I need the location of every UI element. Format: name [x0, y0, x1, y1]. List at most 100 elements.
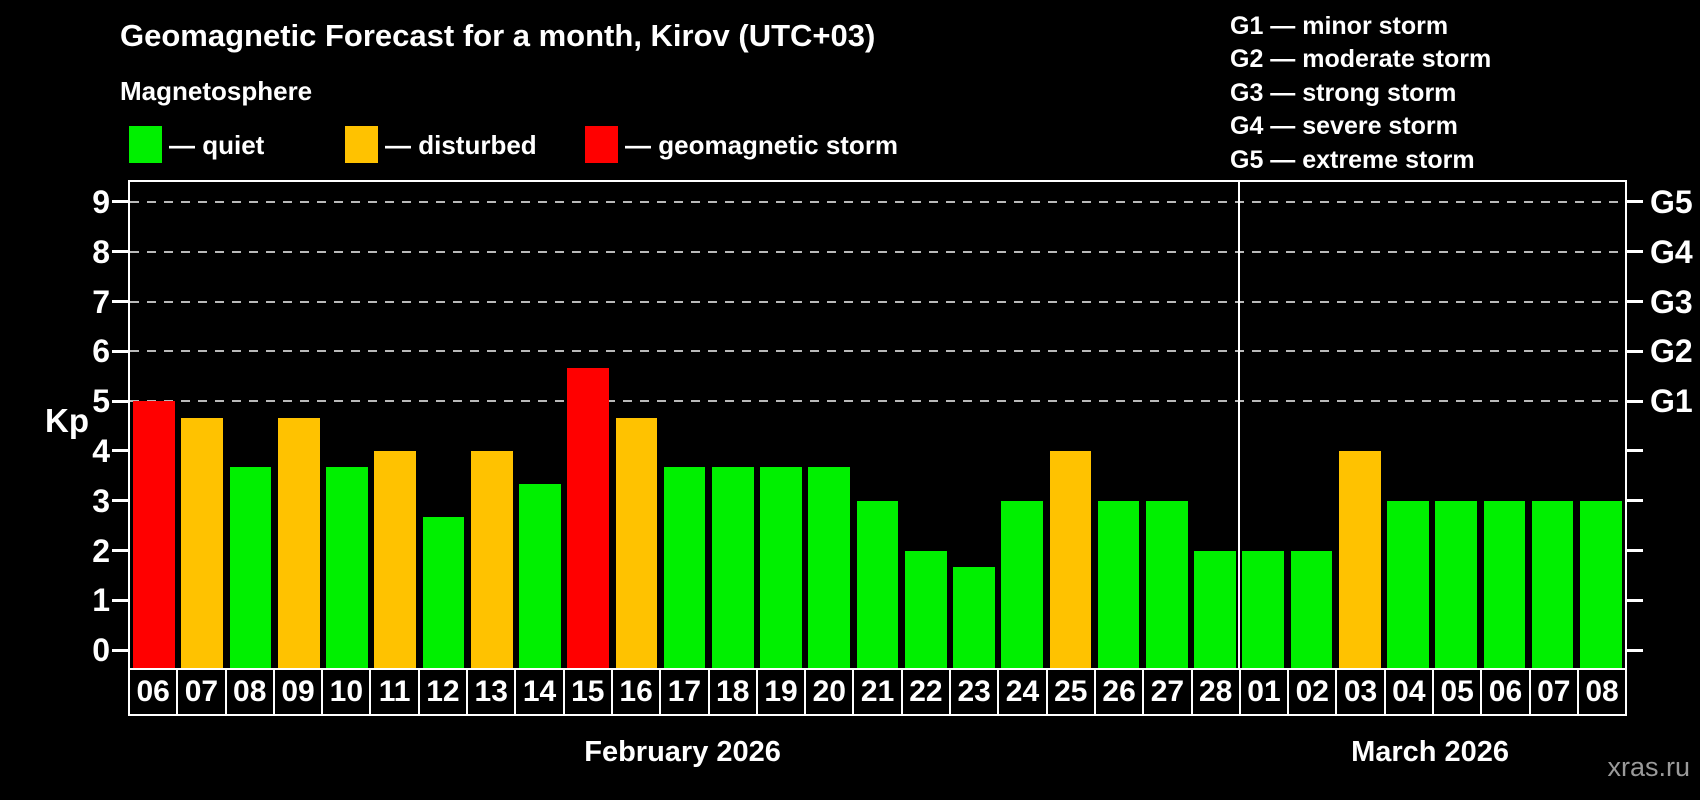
kp-gridline — [130, 400, 1625, 403]
day-label: 23 — [949, 668, 1000, 716]
y-tick-label: 8 — [92, 233, 110, 270]
day-label: 12 — [417, 668, 469, 716]
kp-bar — [1580, 500, 1622, 668]
g-scale-tick-label: G2 — [1650, 333, 1693, 370]
kp-bar — [422, 517, 465, 668]
g2-legend-line: G2 — moderate storm — [1230, 45, 1492, 74]
kp-bar — [760, 467, 802, 668]
day-label: 06 — [128, 668, 179, 716]
kp-bar — [1097, 500, 1140, 668]
day-label: 25 — [1045, 668, 1096, 716]
y-tick-label: 0 — [92, 632, 110, 669]
kp-bar — [1435, 500, 1478, 668]
y-tick-right — [1627, 648, 1643, 652]
kp-bar — [1145, 500, 1188, 668]
y-tick-label: 4 — [92, 432, 110, 469]
kp-bar — [229, 467, 272, 668]
storm-swatch — [585, 126, 618, 163]
y-tick-right — [1627, 250, 1643, 254]
y-tick-left — [112, 349, 128, 353]
kp-bar — [904, 550, 947, 668]
storm-label: — geomagnetic storm — [625, 130, 899, 160]
day-label: 13 — [466, 668, 517, 716]
y-tick-right — [1627, 449, 1643, 453]
day-label: 15 — [562, 668, 613, 716]
kp-bar — [1338, 450, 1381, 668]
day-label: 22 — [900, 668, 952, 716]
y-tick-left — [112, 399, 128, 403]
day-label: 27 — [1142, 668, 1193, 716]
day-axis: 06 07 08 09 10 11 12 13 14 15 16 17 18 19 20 21 22 23 24 25… — [128, 668, 1628, 716]
day-label: 14 — [514, 668, 565, 716]
g-scale-tick-label: G1 — [1650, 383, 1693, 420]
day-label: 20 — [804, 668, 855, 716]
day-label: 08 — [224, 668, 275, 716]
y-tick-left — [112, 598, 128, 602]
kp-bar — [1531, 500, 1574, 668]
y-tick-left — [112, 648, 128, 652]
kp-bar — [1001, 500, 1044, 668]
chart-subtitle: Magnetosphere — [120, 76, 313, 106]
y-axis-label: Kp — [45, 402, 89, 439]
kp-bar — [1387, 500, 1429, 668]
kp-bar — [953, 566, 995, 668]
kp-bar — [374, 450, 417, 668]
y-tick-left — [112, 300, 128, 303]
y-tick-right — [1627, 200, 1643, 204]
kp-bar — [1290, 550, 1333, 668]
y-tick-left — [112, 549, 128, 552]
y-tick-left — [112, 200, 128, 204]
kp-gridline — [130, 200, 1625, 203]
kp-bar — [567, 367, 609, 668]
day-label: 21 — [852, 668, 903, 716]
day-label: 05 — [1432, 668, 1483, 716]
g1-legend-line: G1 — minor storm — [1230, 12, 1449, 40]
y-tick-right — [1627, 598, 1643, 602]
y-tick-right — [1627, 549, 1643, 552]
y-tick-label: 5 — [92, 383, 110, 420]
y-tick-left — [112, 250, 128, 254]
day-label: 03 — [1335, 668, 1386, 716]
kp-bar — [1049, 450, 1092, 668]
y-tick-left — [112, 449, 128, 453]
month-label: March 2026 — [1351, 736, 1510, 768]
y-tick-right — [1627, 399, 1643, 403]
kp-bar — [181, 417, 224, 668]
day-label: 19 — [755, 668, 807, 716]
day-label: 26 — [1093, 668, 1145, 716]
kp-bar — [470, 450, 513, 668]
y-tick-right — [1627, 499, 1643, 503]
g4-legend-line: G4 — severe storm — [1230, 112, 1458, 141]
g-scale-legend: G1 — minor storm G2 — moderate storm G3 … — [1230, 10, 1491, 177]
plot-area — [128, 180, 1627, 670]
kp-bar — [1483, 500, 1526, 668]
y-tick-label: 9 — [92, 183, 110, 220]
disturbed-label: — disturbed — [385, 130, 537, 160]
y-tick-label: 3 — [92, 482, 110, 519]
day-label: 28 — [1190, 668, 1241, 716]
kp-gridline — [130, 350, 1625, 353]
y-tick-right — [1627, 300, 1643, 303]
y-tick-label: 7 — [92, 283, 110, 320]
month-separator — [1238, 182, 1241, 668]
kp-bar — [808, 467, 851, 668]
y-tick-left — [112, 499, 128, 503]
kp-gridline — [130, 250, 1625, 253]
kp-bar — [615, 417, 658, 668]
day-label: 16 — [610, 668, 662, 716]
day-label: 17 — [659, 668, 710, 716]
y-tick-label: 1 — [92, 582, 110, 619]
y-tick-label: 2 — [92, 532, 110, 569]
day-label: 02 — [1287, 668, 1338, 716]
g5-legend-line: G5 — extreme storm — [1230, 145, 1475, 174]
day-label: 18 — [707, 668, 758, 716]
month-label: February 2026 — [584, 736, 781, 768]
g-scale-tick-label: G4 — [1650, 233, 1693, 270]
y-tick-label: 6 — [92, 333, 110, 370]
day-label: 07 — [1528, 668, 1579, 716]
quiet-label: — quiet — [169, 130, 265, 160]
day-label: 09 — [272, 668, 324, 716]
day-label: 10 — [321, 668, 372, 716]
g3-legend-line: G3 — strong storm — [1230, 78, 1457, 107]
